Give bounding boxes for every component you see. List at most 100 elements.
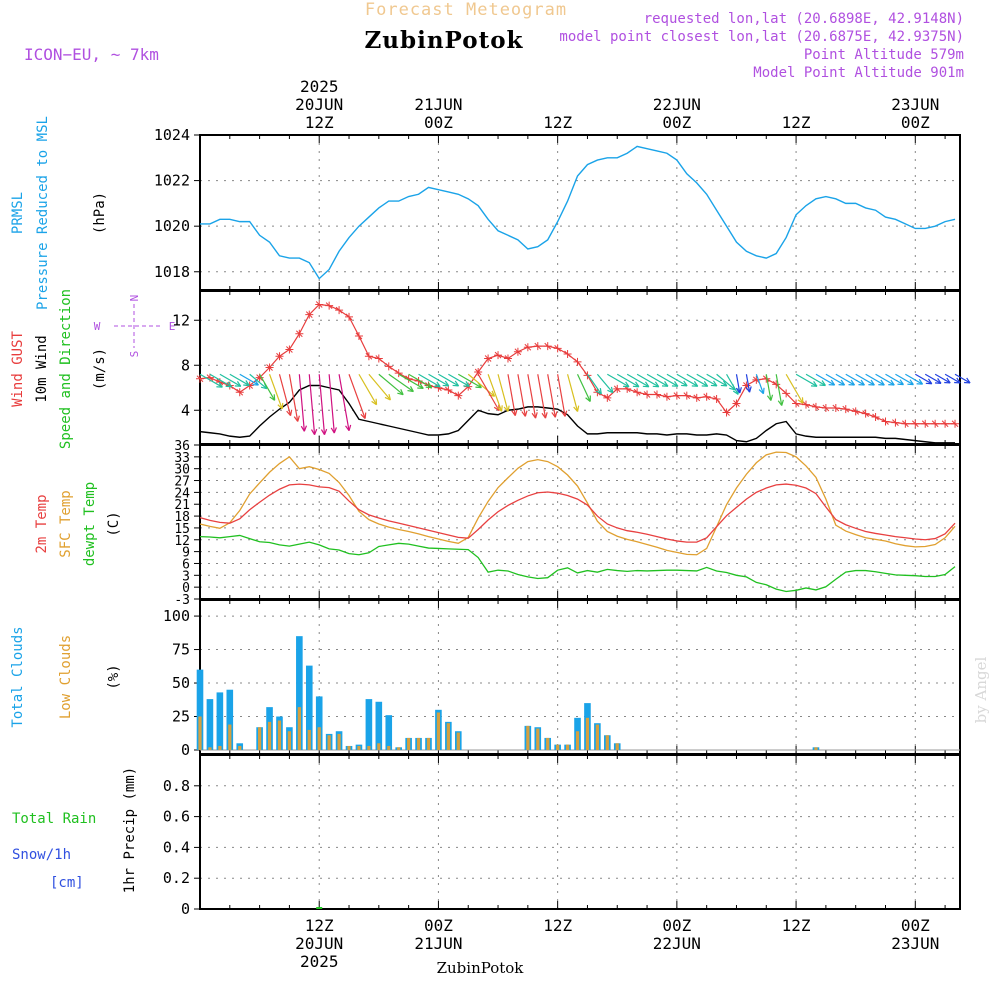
wind-arrow-shaft	[428, 373, 449, 387]
wind-arrow-shaft	[855, 373, 875, 386]
wind-arrow-head	[434, 381, 441, 388]
wind-arrow-head	[916, 378, 924, 385]
wind-arrow-head	[243, 380, 250, 387]
wind-arrow-head	[661, 381, 669, 387]
bottom-time-label: 00Z	[901, 916, 930, 935]
wind-arrow-shaft	[895, 373, 914, 386]
gust-marker	[533, 342, 542, 351]
wind-arrow	[765, 374, 774, 401]
gust-marker	[732, 399, 741, 408]
compass-n: N	[128, 295, 141, 302]
gust-marker-d	[603, 394, 611, 402]
total-cloud-bar	[305, 665, 313, 750]
wind-arrow	[676, 373, 699, 387]
wind-arrow-shaft	[716, 373, 736, 391]
wind-arrow-head	[417, 383, 424, 390]
compass-s: S	[128, 351, 141, 358]
gust-marker-d	[345, 313, 353, 321]
bottom-time-label: 12Z	[305, 916, 334, 935]
top-time-label: 00Z	[424, 113, 453, 132]
wind-arrow-shaft	[726, 373, 739, 395]
gust-marker	[335, 306, 344, 315]
gust-marker-d	[703, 393, 711, 401]
y-tick-label: 8	[181, 356, 190, 374]
wind-arrow-shaft	[497, 374, 509, 412]
compass-rose: N S W E	[94, 295, 176, 358]
top-time-label: 21JUN	[414, 95, 462, 114]
wind-arrow	[895, 373, 914, 386]
wind-arrow-head	[964, 377, 971, 384]
gust-marker	[494, 351, 503, 360]
y-tick-label: 3	[182, 569, 190, 584]
bottom-time-label: 20JUN	[295, 934, 343, 953]
bottom-time-label: 23JUN	[891, 934, 939, 953]
low-cloud-bar	[595, 724, 599, 750]
wind-line	[199, 384, 956, 444]
gust-marker-d	[534, 342, 542, 350]
gust-marker	[295, 329, 304, 338]
wind-arrow-head	[397, 388, 404, 396]
y-tick-label: 1022	[154, 172, 190, 190]
wind-arrow-shaft	[835, 373, 855, 386]
wind-arrow-head	[878, 379, 885, 386]
wind-arrow-shaft	[438, 373, 459, 387]
gust-marker-d	[882, 418, 889, 425]
wind-arrow-head	[234, 381, 242, 387]
low-cloud-bar	[347, 745, 351, 750]
wind-arrow-head	[819, 380, 826, 387]
wind-arrow-head	[551, 411, 558, 418]
gust-marker	[792, 399, 801, 408]
gust-marker	[454, 391, 463, 400]
gust-marker	[513, 347, 522, 356]
wind-arrow	[755, 374, 765, 395]
gust-marker-d	[365, 352, 373, 360]
bottom-time-label: 00Z	[424, 916, 453, 935]
wind-arrow-head	[944, 377, 951, 384]
wind-arrow-head	[897, 379, 904, 386]
total-cloud-bar	[315, 696, 323, 750]
total-cloud-bar	[206, 699, 214, 750]
bottom-time-label: 12Z	[543, 916, 572, 935]
wind-arrow	[358, 373, 378, 406]
t2m-line	[199, 483, 956, 543]
wind-arrow-head	[838, 379, 846, 386]
wind-arrow	[934, 373, 951, 384]
gust-marker	[484, 354, 493, 363]
y-tick-label: 0.4	[163, 838, 190, 856]
gust-marker-d	[792, 400, 800, 407]
t2m-label: 2m Temp	[34, 494, 50, 553]
wind-arrow-shaft	[477, 373, 500, 411]
wind-arrow-shaft	[905, 373, 923, 385]
low-cloud-bar	[387, 745, 391, 750]
wind-arrow-shaft	[368, 373, 391, 401]
wind-arrow	[626, 373, 650, 388]
wind-arrow-shaft	[517, 374, 526, 417]
wind-arrow-shaft	[278, 374, 292, 416]
bottom-time-label: 2025	[300, 952, 339, 971]
wind-arrow-head	[954, 377, 961, 384]
total-cloud-bar	[365, 699, 373, 750]
y-tick-label: 25	[172, 708, 190, 726]
wind-arrow-shaft	[914, 373, 933, 385]
wind-arrow-shaft	[458, 373, 482, 389]
low-cloud-bar	[267, 721, 272, 750]
wind-arrow	[239, 373, 259, 386]
wind-arrow-shaft	[755, 374, 765, 394]
y-tick-label: -3	[174, 593, 190, 608]
gust-marker-d	[832, 404, 840, 412]
wind-arrow	[388, 373, 414, 393]
y-tick-label: 36	[174, 439, 190, 454]
gust-marker	[861, 409, 870, 418]
wind-arrow-head	[452, 380, 460, 387]
wind-arrow-head	[720, 380, 728, 387]
gust-marker-d	[902, 420, 909, 428]
wind-arrow-head	[252, 379, 259, 386]
gust-marker-d	[633, 388, 641, 396]
wind-label: 10m Wind	[34, 335, 50, 402]
gust-marker-d	[921, 420, 929, 428]
low-cloud-bar	[575, 731, 580, 750]
wind-arrow-shaft	[378, 373, 404, 396]
gust-marker-d	[812, 403, 820, 411]
gust-marker-d	[315, 301, 323, 308]
